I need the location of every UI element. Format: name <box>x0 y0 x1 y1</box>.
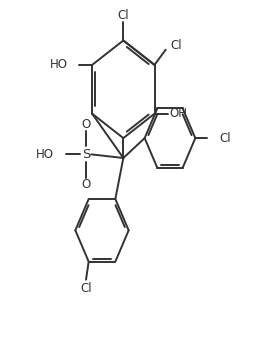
Text: OH: OH <box>169 107 188 120</box>
Text: HO: HO <box>36 148 54 161</box>
Text: Cl: Cl <box>80 282 92 295</box>
Text: Cl: Cl <box>170 39 182 52</box>
Text: Cl: Cl <box>219 132 231 144</box>
Text: O: O <box>81 118 91 131</box>
Text: HO: HO <box>50 58 68 72</box>
Text: O: O <box>81 178 91 191</box>
Text: Cl: Cl <box>118 9 129 23</box>
Text: S: S <box>82 148 90 161</box>
